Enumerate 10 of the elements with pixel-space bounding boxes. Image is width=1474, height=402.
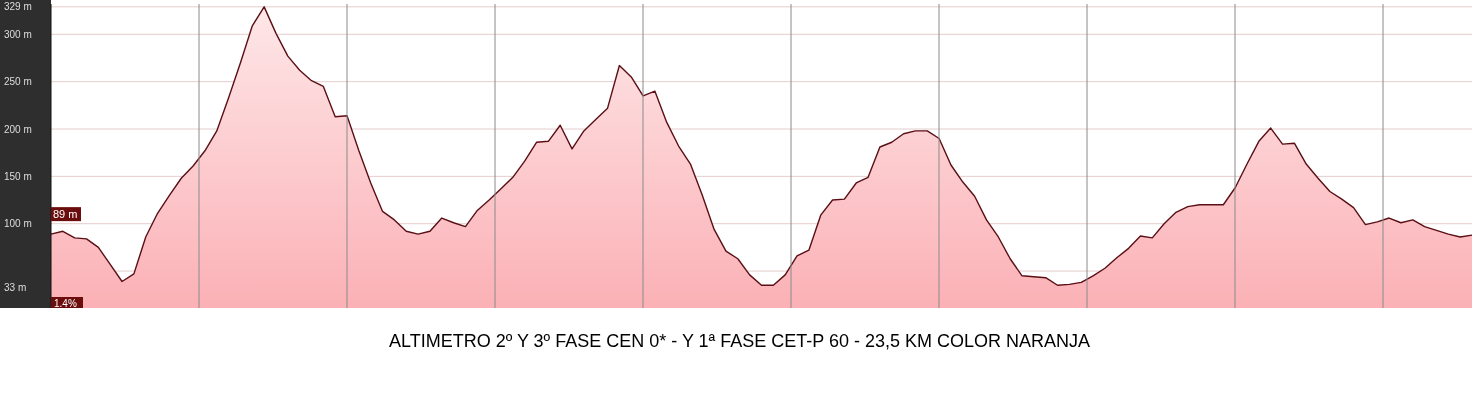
y-tick-label: 329 m	[4, 1, 32, 13]
y-tick-label: 300 m	[4, 28, 32, 40]
y-tick-label: 250 m	[4, 76, 32, 88]
y-tick-label: 200 m	[4, 123, 32, 135]
annotation: 89 m	[53, 208, 78, 221]
y-tick-label: 33 m	[4, 281, 27, 293]
y-tick-label: 150 m	[4, 170, 32, 182]
text: ALTIMETRO 2º Y 3º FASE CEN 0* - Y 1ª FASE CET-P 60 - 23,5 KM COLOR NARANJA	[388, 331, 1091, 351]
annotation: 1.4%	[54, 298, 77, 309]
y-tick-label: 100 m	[4, 218, 32, 230]
